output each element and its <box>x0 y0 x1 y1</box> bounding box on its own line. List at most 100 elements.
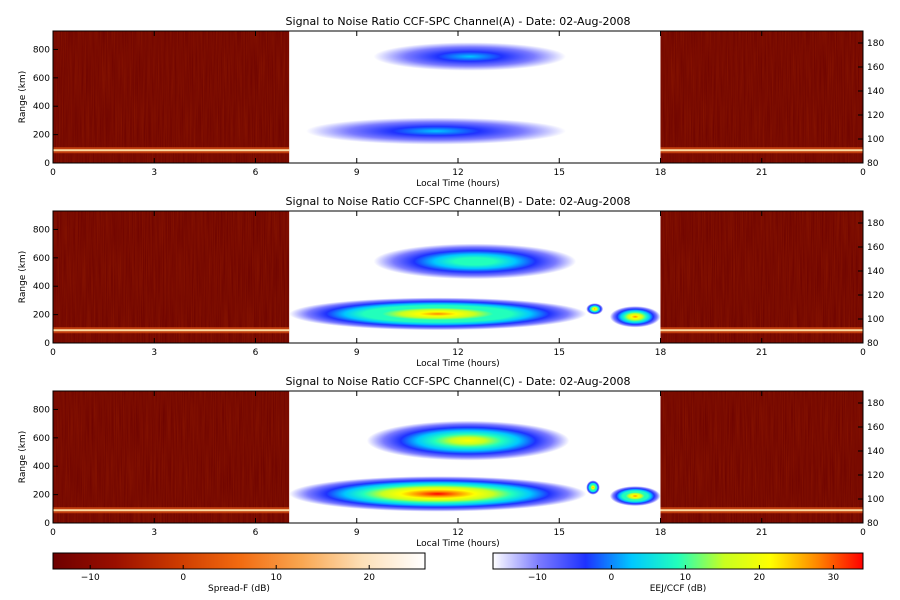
colorbar-tick-label: 30 <box>828 573 840 583</box>
x-tick-label: 12 <box>452 528 463 538</box>
right-y-tick-label: 160 <box>867 63 884 73</box>
y-tick-label: 600 <box>33 74 50 84</box>
x-tick-label: 15 <box>554 168 565 178</box>
echo-e-region <box>306 117 566 145</box>
chart-title: Signal to Noise Ratio CCF-SPC Channel(B)… <box>286 195 631 208</box>
y-axis-label: Range (km) <box>18 251 28 303</box>
colorbar-label: EEJ/CCF (dB) <box>650 584 707 594</box>
x-tick-label: 0 <box>50 168 56 178</box>
echo-e-region <box>289 297 587 331</box>
colorbar-tick-label: 20 <box>363 573 375 583</box>
colorbar-gradient <box>52 552 426 570</box>
right-y-tick-label: 80 <box>867 519 879 529</box>
range-time-intensity-plot: Signal to Noise Ratio CCF-SPC Channel(C)… <box>18 375 884 549</box>
echo-e-region <box>586 480 600 495</box>
colorbar-tick-label: 0 <box>180 573 186 583</box>
echo-e-region <box>609 306 661 328</box>
x-tick-label: 0 <box>860 348 866 358</box>
x-tick-label: 3 <box>151 528 157 538</box>
x-tick-label: 3 <box>151 168 157 178</box>
y-tick-label: 400 <box>33 102 50 112</box>
colorbar-tick-label: −10 <box>81 573 100 583</box>
right-y-tick-label: 160 <box>867 423 884 433</box>
colorbar-tick-label: −10 <box>528 573 547 583</box>
range-time-intensity-plot: Signal to Noise Ratio CCF-SPC Channel(A)… <box>18 15 884 189</box>
right-y-tick-label: 160 <box>867 243 884 253</box>
right-y-tick-label: 180 <box>867 399 884 409</box>
x-tick-label: 18 <box>655 528 667 538</box>
chart-title: Signal to Noise Ratio CCF-SPC Channel(C)… <box>285 375 630 388</box>
spread-f-texture <box>53 211 290 343</box>
echo-150km-region <box>366 420 570 461</box>
x-tick-label: 18 <box>655 168 667 178</box>
y-tick-label: 600 <box>33 434 50 444</box>
echo-150km-region <box>373 42 566 71</box>
y-tick-label: 400 <box>33 282 50 292</box>
y-tick-label: 200 <box>33 131 50 141</box>
right-y-tick-label: 120 <box>867 111 884 121</box>
spread-f-echo-core <box>53 329 290 332</box>
x-tick-label: 15 <box>554 348 565 358</box>
colorbar-tick-label: 10 <box>680 573 692 583</box>
colorbar-tick-label: 10 <box>270 573 282 583</box>
x-tick-label: 9 <box>354 168 360 178</box>
x-tick-label: 21 <box>756 168 767 178</box>
colorbar-label: Spread-F (dB) <box>208 584 270 594</box>
spread-f-echo-core <box>53 149 290 152</box>
x-tick-label: 6 <box>253 348 259 358</box>
right-y-tick-label: 140 <box>867 447 884 457</box>
right-y-tick-label: 100 <box>867 495 884 505</box>
right-y-tick-label: 180 <box>867 39 884 49</box>
x-tick-label: 9 <box>354 528 360 538</box>
x-tick-label: 0 <box>50 528 56 538</box>
x-tick-label: 0 <box>50 348 56 358</box>
right-y-tick-label: 80 <box>867 339 879 349</box>
x-tick-label: 12 <box>452 348 463 358</box>
spread-f-echo-core <box>660 149 863 152</box>
y-axis-label: Range (km) <box>18 431 28 483</box>
x-tick-label: 15 <box>554 528 565 538</box>
x-tick-label: 6 <box>253 168 259 178</box>
x-tick-label: 0 <box>860 168 866 178</box>
right-y-tick-label: 120 <box>867 291 884 301</box>
y-tick-label: 800 <box>33 45 50 55</box>
y-tick-label: 800 <box>33 225 50 235</box>
y-tick-label: 600 <box>33 254 50 264</box>
spread-f-texture <box>53 391 290 523</box>
x-tick-label: 21 <box>756 528 767 538</box>
spread-f-texture <box>53 31 290 163</box>
spread-f-echo-core <box>53 509 290 512</box>
y-tick-label: 200 <box>33 491 50 501</box>
x-tick-label: 0 <box>860 528 866 538</box>
y-tick-label: 400 <box>33 462 50 472</box>
right-y-tick-label: 140 <box>867 87 884 97</box>
right-y-tick-label: 100 <box>867 315 884 325</box>
x-axis-label: Local Time (hours) <box>416 179 499 189</box>
echo-e-region <box>609 486 661 506</box>
spread-f-echo-core <box>660 509 863 512</box>
spread-f-texture <box>660 211 863 343</box>
y-axis-label: Range (km) <box>18 71 28 123</box>
y-tick-label: 0 <box>44 519 50 529</box>
spread-f-texture <box>660 391 863 523</box>
chart-title: Signal to Noise Ratio CCF-SPC Channel(A)… <box>286 15 631 28</box>
spread-f-texture <box>660 31 863 163</box>
right-y-tick-label: 80 <box>867 159 879 169</box>
echo-e-region <box>289 476 587 512</box>
echo-e-region <box>586 303 604 315</box>
spread-f-echo-core <box>660 329 863 332</box>
echo-150km-region <box>373 243 577 280</box>
x-tick-label: 3 <box>151 348 157 358</box>
y-tick-label: 0 <box>44 159 50 169</box>
colorbar-tick-label: 20 <box>754 573 766 583</box>
range-time-intensity-plot: Signal to Noise Ratio CCF-SPC Channel(B)… <box>18 195 884 369</box>
x-axis-label: Local Time (hours) <box>416 359 499 369</box>
x-tick-label: 9 <box>354 348 360 358</box>
spread-f-colorbar: −10 0 10 20 Spread-F (dB) <box>52 552 426 594</box>
eej-ccf-colorbar: −10 0 10 20 30 EEJ/CCF (dB) <box>492 552 864 594</box>
y-tick-label: 200 <box>33 311 50 321</box>
right-y-tick-label: 120 <box>867 471 884 481</box>
right-y-tick-label: 180 <box>867 219 884 229</box>
colorbar-tick-label: 0 <box>609 573 615 583</box>
